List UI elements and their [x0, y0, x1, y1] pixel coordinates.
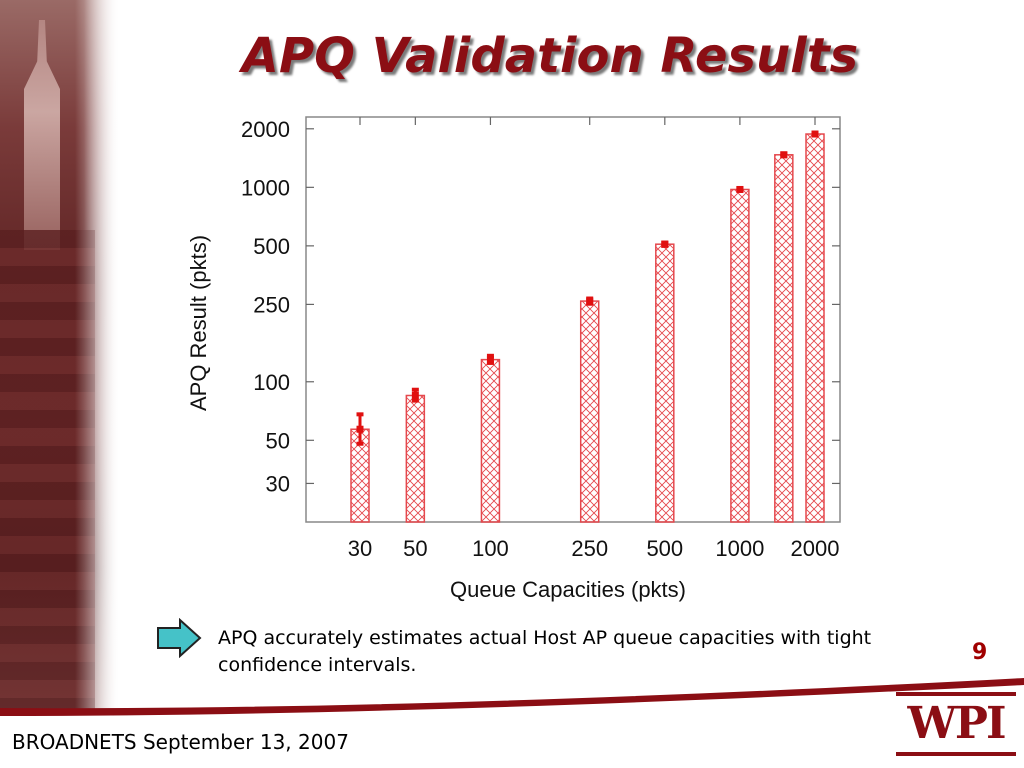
- mean-marker: [411, 391, 419, 399]
- bar: [405, 394, 426, 523]
- bar: [655, 243, 675, 523]
- logo-text: WPI: [907, 698, 1006, 749]
- bar: [480, 358, 501, 523]
- mean-marker: [486, 356, 494, 364]
- bar-chart: 30 50 100 250 500 1000 2000 30 50 100 250 500 1000 2…: [186, 116, 841, 602]
- error-cap-low: [356, 441, 364, 446]
- clock-tower-image: [24, 20, 60, 250]
- x-tick-label: 2000: [791, 536, 840, 561]
- x-tick-label: 30: [348, 536, 372, 561]
- right-arrow-icon: [157, 618, 202, 658]
- footer-swoosh: [0, 678, 1024, 716]
- mean-marker: [356, 425, 364, 433]
- x-tick-label: 250: [571, 536, 608, 561]
- campus-photo: [0, 0, 120, 710]
- y-axis-label: APQ Result (pkts): [186, 235, 211, 411]
- x-tick-label: 1000: [715, 536, 764, 561]
- page-number: 9: [972, 640, 988, 665]
- mean-marker: [780, 151, 788, 159]
- y-tick-label: 100: [253, 370, 290, 395]
- x-axis-label: Queue Capacities (pkts): [450, 577, 686, 602]
- x-tick-label: 100: [472, 536, 509, 561]
- bar: [774, 154, 794, 523]
- error-cap-high: [486, 353, 494, 358]
- x-tick-label: 50: [403, 536, 427, 561]
- y-tick-label: 250: [253, 292, 290, 317]
- wpi-logo: WPI: [896, 692, 1016, 758]
- y-tick-label: 1000: [241, 175, 290, 200]
- mean-marker: [586, 297, 594, 305]
- x-tick-label: 500: [646, 536, 683, 561]
- footer-text: BROADNETS September 13, 2007: [12, 730, 349, 754]
- plot-frame: [305, 116, 841, 523]
- bar: [730, 188, 750, 523]
- y-tick-label: 2000: [241, 117, 290, 142]
- y-tick-label: 30: [266, 471, 290, 496]
- error-cap-low: [411, 398, 419, 403]
- bar: [579, 300, 600, 523]
- error-cap-high: [411, 387, 419, 392]
- slide-title: APQ Validation Results: [241, 28, 859, 84]
- bar: [805, 133, 825, 523]
- bullet-text: APQ accurately estimates actual Host AP …: [218, 627, 872, 676]
- y-tick-label: 50: [266, 428, 290, 453]
- mean-marker: [811, 130, 819, 138]
- error-cap-high: [356, 412, 364, 417]
- mean-marker: [736, 185, 744, 193]
- mean-marker: [661, 240, 669, 248]
- y-tick-label: 500: [253, 234, 290, 259]
